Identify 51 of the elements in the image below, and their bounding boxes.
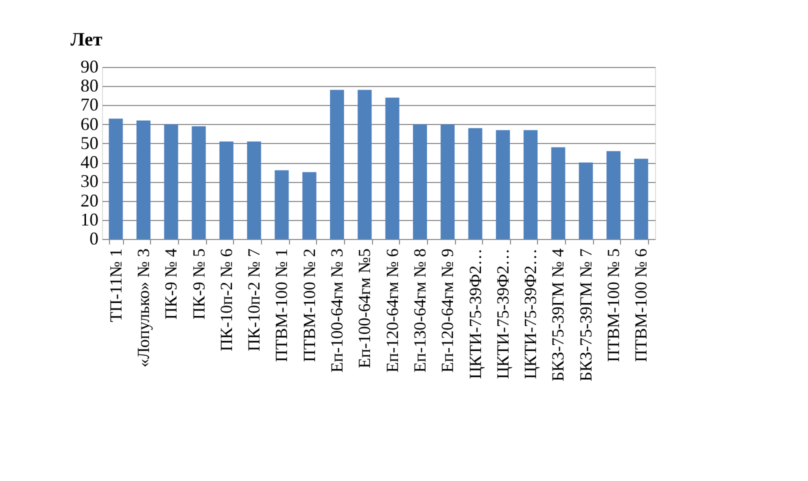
- x-tick-label: Еп-120-64гм № 9: [438, 248, 458, 373]
- x-tick-label: ПК-9 № 5: [189, 248, 208, 320]
- y-tick-label: 90: [80, 56, 98, 76]
- bar: [219, 142, 234, 239]
- bar: [440, 124, 455, 239]
- x-tick-label: ЦКТИ-75-39Ф2…: [466, 248, 485, 380]
- bar: [274, 170, 289, 239]
- bar: [108, 118, 123, 239]
- bar: [164, 124, 178, 239]
- x-tick-label: Еп-100-64гм №5: [355, 248, 374, 368]
- x-tick-label: «Лопулько» № 3: [134, 248, 153, 368]
- bar: [330, 90, 344, 239]
- x-tick-label: ПТВМ-100 № 1: [272, 248, 292, 362]
- x-tick-label: БКЗ-75-39ГМ № 4: [548, 248, 568, 382]
- x-tick-label: ПК-10п-2 № 7: [244, 248, 264, 352]
- y-tick-label: 10: [80, 209, 98, 230]
- x-tick-label: ПК-10п-2 № 6: [216, 248, 236, 352]
- bar: [634, 158, 648, 239]
- x-tick-label: БКЗ-75-39ГМ № 7: [576, 248, 596, 382]
- x-tick-label: Еп-120-64гм № 6: [382, 248, 402, 373]
- bar: [247, 142, 262, 239]
- y-tick-label: 70: [80, 94, 98, 115]
- bar: [412, 124, 427, 239]
- bar: [606, 151, 621, 239]
- y-tick-label: 60: [80, 114, 98, 134]
- bar: [302, 172, 316, 239]
- x-tick-label: ПТВМ-100 № 6: [632, 248, 651, 362]
- bar: [385, 98, 400, 239]
- x-tick-label: Еп-130-64гм № 8: [410, 248, 430, 373]
- y-tick-label: 50: [80, 132, 98, 153]
- bar: [496, 130, 510, 239]
- x-tick-label: ПТВМ-100 № 2: [300, 248, 319, 362]
- y-tick-label: 80: [80, 76, 98, 96]
- y-axis-title: Лет: [70, 30, 103, 50]
- y-tick-label: 20: [80, 190, 98, 210]
- x-tick-label: ПК-9 № 4: [162, 248, 181, 320]
- bar: [192, 126, 206, 239]
- x-tick-label: ЦКТИ-75-39Ф2…: [493, 248, 512, 380]
- y-tick-label: 30: [80, 171, 98, 192]
- bar: [578, 162, 593, 239]
- y-tick-label: 40: [80, 152, 98, 172]
- x-tick-label: ТП-11№ 1: [106, 248, 126, 322]
- x-tick-label: ПТВМ-100 № 5: [604, 248, 624, 362]
- bar: [524, 130, 538, 239]
- bar: [551, 147, 566, 239]
- bar: [468, 128, 482, 239]
- bar: [358, 90, 372, 239]
- x-tick-label: ЦКТИ-75-39Ф2…: [521, 248, 540, 380]
- x-tick-label: Еп-100-64гм № 3: [328, 248, 347, 373]
- y-tick-label: 0: [90, 228, 98, 248]
- bar: [136, 120, 150, 239]
